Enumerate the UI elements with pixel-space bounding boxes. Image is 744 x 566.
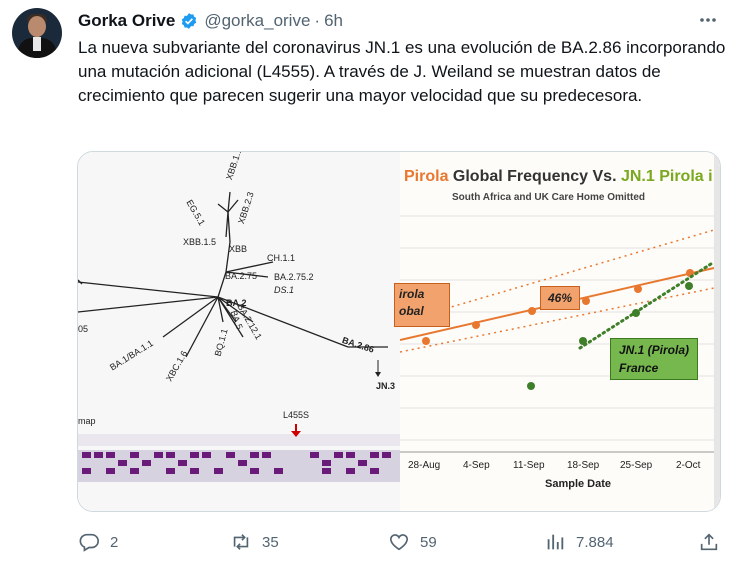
avatar[interactable] bbox=[12, 8, 62, 58]
pirola-global-label: irola obal bbox=[394, 283, 450, 327]
heatmap-label: map bbox=[78, 416, 96, 426]
tree-label-ba2: BA.2 bbox=[226, 298, 247, 308]
tree-label-xbb: XBB bbox=[229, 244, 248, 254]
jn1-france-label: JN.1 (Pirola) France bbox=[610, 338, 699, 380]
tweet-header: Gorka Orive @gorka_orive · 6h bbox=[78, 10, 343, 32]
tree-label-ch11: CH.1.1 bbox=[267, 253, 296, 263]
x-tick: 28-Aug bbox=[408, 460, 441, 471]
avatar-face bbox=[28, 16, 46, 37]
tree-label-ds1: DS.1 bbox=[274, 285, 295, 295]
mutation-label-l455s: L455S bbox=[283, 410, 310, 420]
chart-subtitle: South Africa and UK Care Home Omitted bbox=[452, 192, 645, 203]
views-count: 7.884 bbox=[576, 533, 614, 551]
tweet-time[interactable]: 6h bbox=[324, 11, 344, 30]
x-tick: 2-Oct bbox=[676, 460, 701, 471]
frequency-chart-image: Pirola Global Frequency Vs. JN.1 Pirola … bbox=[394, 152, 720, 511]
tree-branches bbox=[78, 191, 400, 482]
verified-badge-icon bbox=[182, 13, 197, 29]
chart-title: Pirola Global Frequency Vs. JN.1 Pirola … bbox=[404, 168, 713, 185]
x-tick: 25-Sep bbox=[620, 460, 653, 471]
tree-label-jn3: JN.3 bbox=[376, 381, 396, 391]
x-tick: 4-Sep bbox=[463, 460, 490, 471]
author-name[interactable]: Gorka Orive bbox=[78, 11, 176, 30]
author-handle[interactable]: @gorka_orive bbox=[204, 11, 311, 30]
reply-icon bbox=[79, 533, 99, 552]
retweet-icon bbox=[233, 534, 249, 550]
like-button[interactable]: 59 bbox=[388, 531, 437, 553]
x-tick: 18-Sep bbox=[567, 460, 600, 471]
reply-button[interactable]: 2 bbox=[78, 531, 118, 553]
tweet-actions: 2 35 59 7.884 bbox=[0, 525, 744, 559]
avatar-shirt bbox=[33, 37, 41, 51]
like-count: 59 bbox=[420, 533, 437, 551]
views-icon bbox=[547, 534, 564, 550]
share-button[interactable] bbox=[698, 531, 730, 553]
x-tick: 11-Sep bbox=[513, 460, 545, 471]
retweet-count: 35 bbox=[262, 533, 279, 551]
separator-dot: · bbox=[314, 11, 321, 30]
percent-label: 46% bbox=[540, 286, 581, 310]
heart-icon bbox=[389, 534, 409, 551]
tweet-text: La nueva subvariante del coronavirus JN.… bbox=[78, 38, 726, 105]
tree-label-05: 05 bbox=[78, 324, 89, 334]
tweet-media[interactable]: XBB.1.16 XBB.2.3 EG.5.1 XBB.1.5 XBB CH.1… bbox=[77, 151, 721, 512]
reply-count: 2 bbox=[110, 533, 119, 551]
share-icon bbox=[700, 533, 718, 551]
chart-plot bbox=[400, 215, 716, 453]
phylogenetic-tree-image: XBB.1.16 XBB.2.3 EG.5.1 XBB.1.5 XBB CH.1… bbox=[78, 152, 400, 511]
more-options-icon[interactable] bbox=[698, 13, 718, 27]
views-button[interactable]: 7.884 bbox=[544, 531, 614, 553]
retweet-button[interactable]: 35 bbox=[230, 531, 279, 553]
tree-label-xbb15: XBB.1.5 bbox=[183, 237, 217, 247]
x-axis-label: Sample Date bbox=[545, 478, 612, 490]
tree-label-ba2752: BA.2.75.2 bbox=[274, 272, 314, 282]
tree-label-ba275: BA.2.75 bbox=[225, 271, 258, 281]
